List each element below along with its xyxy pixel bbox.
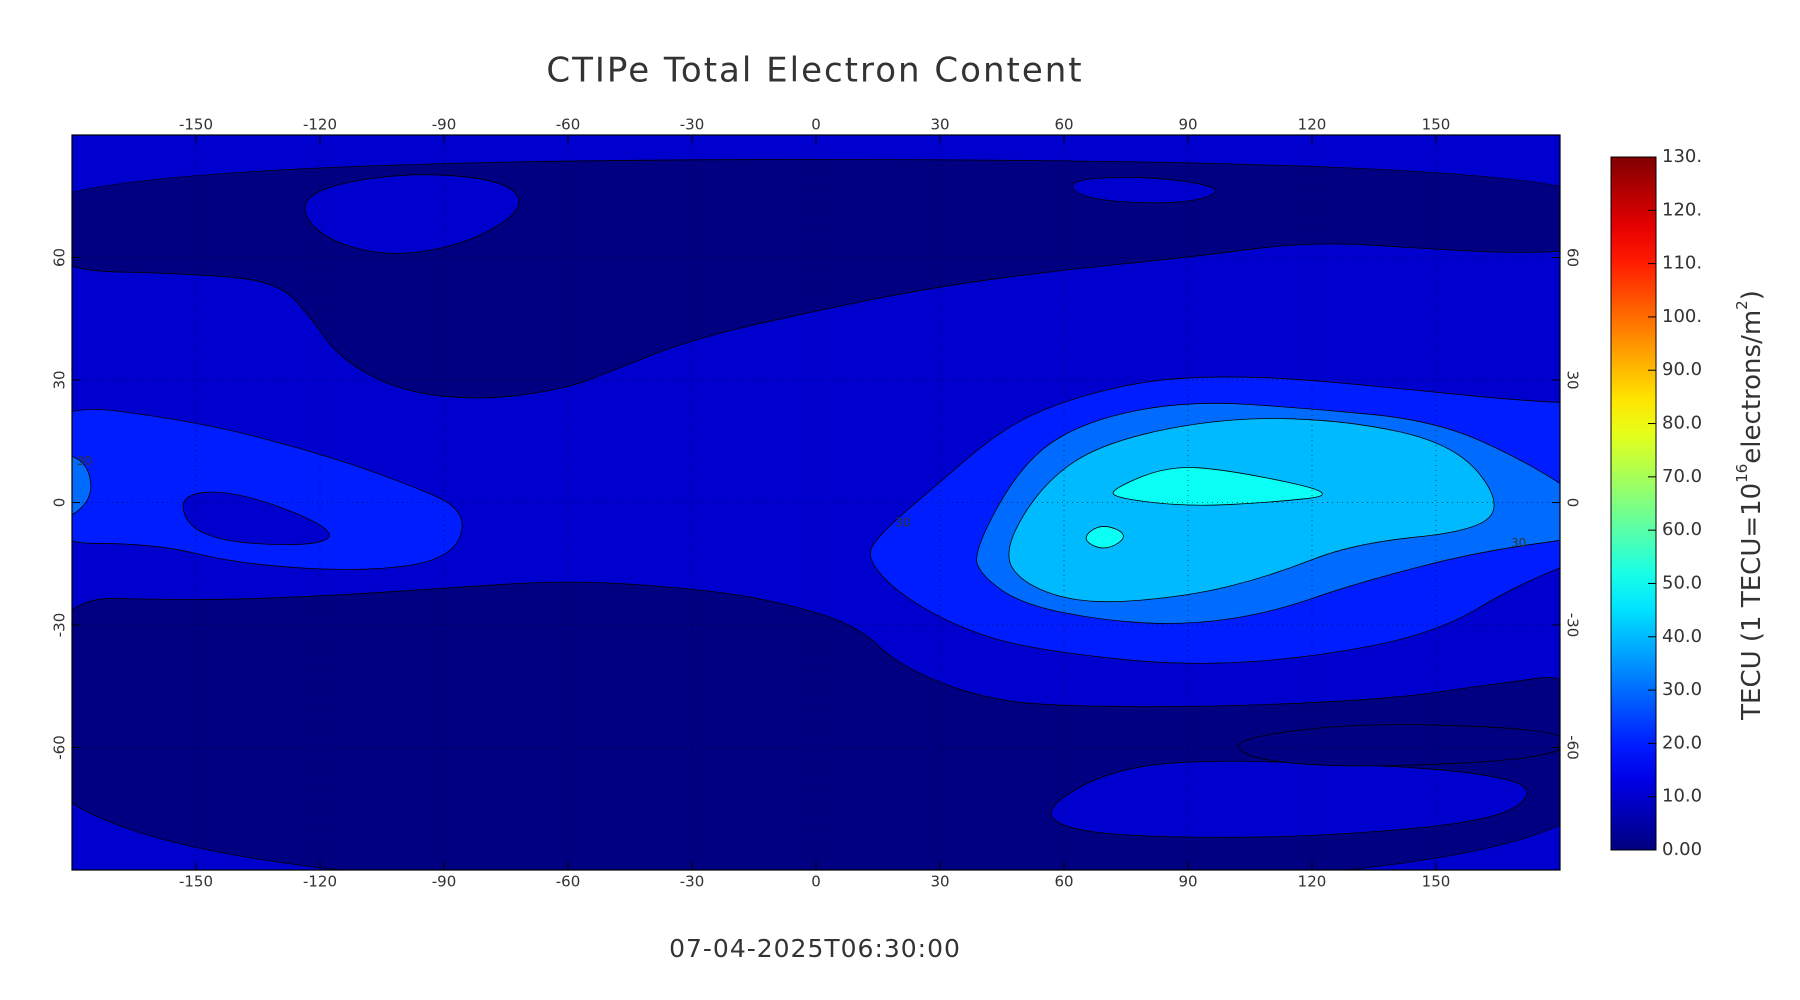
colorbar-label-part: electrons/m [1737,310,1767,464]
x-tick-label: 120 [1298,873,1327,891]
colorbar-label-sup: 2 [1733,300,1751,310]
map-frame [71,134,1561,871]
x-tick-label: -90 [432,116,457,134]
x-tick-label: -150 [179,873,213,891]
y-tick-label: -60 [1564,735,1582,760]
contour-region [72,455,92,516]
colorbar: 0.00 10.0 20.0 30.0 40.0 50.0 60.0 70.0 80.0 90.0… [1610,146,1702,860]
colorbar-label: TECU (1 TECU=1016electrons/m2) [1733,290,1767,721]
contour-label: 30 [77,454,92,468]
x-tick-label: 150 [1422,116,1451,134]
x-tick-label: 30 [930,116,949,134]
y-tick-label: 60 [51,248,69,267]
colorbar-tick-label: 130. [1662,146,1702,167]
x-tick-label: -120 [303,873,337,891]
colorbar-tick-label: 60.0 [1662,519,1702,540]
colorbar-label-part: TECU (1 TECU=10 [1737,483,1767,721]
timestamp: 07-04-2025T06:30:00 [669,934,961,963]
x-tick-label: -30 [680,116,705,134]
x-tick-label: -90 [432,873,457,891]
x-tick-label: 0 [811,873,821,891]
colorbar-tick-label: 40.0 [1662,626,1702,647]
x-tick-label: 90 [1178,116,1197,134]
x-tick-label: 60 [1054,873,1073,891]
x-tick-label: -60 [556,873,581,891]
colorbar-tick-label: 110. [1662,253,1702,274]
contour-region [72,409,463,570]
y-tick-label: 30 [1564,370,1582,389]
y-tick-label: 0 [51,498,69,508]
contour-region [1008,418,1495,603]
y-tick-label: 30 [51,370,69,389]
y-tick-label: -60 [51,735,69,760]
x-tick-label: -30 [680,873,705,891]
y-tick-label: -30 [51,613,69,638]
colorbar-tick-label: 80.0 [1662,413,1702,434]
x-tick-label: -150 [179,116,213,134]
y-tick-label: 60 [1564,248,1582,267]
map: 30 30 30 -150 -150 -120 -120 -90 -90 -60 -60 -30 -30… [51,116,1582,891]
x-tick-label: -60 [556,116,581,134]
x-tick-label: -120 [303,116,337,134]
y-tick-label: -30 [1564,613,1582,638]
colorbar-gradient [1610,156,1657,851]
contour-region [1112,467,1323,506]
colorbar-label-part: ) [1737,290,1767,300]
x-tick-label: 0 [811,116,821,134]
chart-title: CTIPe Total Electron Content [546,51,1083,91]
colorbar-tick-label: 50.0 [1662,572,1702,593]
x-tick-label: 60 [1054,116,1073,134]
colorbar-tick-label: 90.0 [1662,359,1702,380]
colorbar-tick-label: 120. [1662,199,1702,220]
contour-label: 30 [1511,536,1526,550]
contour-region [182,491,330,546]
colorbar-tick-label: 0.00 [1662,839,1702,860]
contours: 30 30 30 [72,135,1560,870]
y-tick-label: 0 [1564,498,1582,508]
colorbar-label-sup: 16 [1733,464,1751,483]
x-tick-label: 30 [930,873,949,891]
x-tick-label: 150 [1422,873,1451,891]
colorbar-tick-label: 20.0 [1662,732,1702,753]
contour-region [304,174,520,254]
x-tick-label: 90 [1178,873,1197,891]
x-tick-label: 120 [1298,116,1327,134]
colorbar-tick-label: 10.0 [1662,786,1702,807]
colorbar-tick-label: 100. [1662,306,1702,327]
colorbar-tick-label: 70.0 [1662,466,1702,487]
colorbar-tick-label: 30.0 [1662,679,1702,700]
contour-region [1085,526,1124,549]
contour-region [1050,760,1528,838]
contour-label: 30 [895,515,910,529]
contour-region [1071,176,1216,204]
